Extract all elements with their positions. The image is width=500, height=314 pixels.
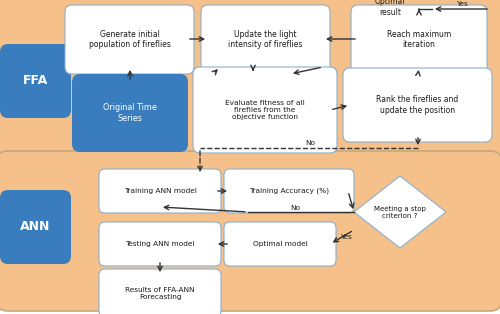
Text: Reach maximum
iteration: Reach maximum iteration — [387, 30, 451, 49]
Text: Original Time
Series: Original Time Series — [103, 103, 157, 123]
FancyBboxPatch shape — [0, 190, 71, 264]
FancyBboxPatch shape — [0, 44, 71, 118]
Text: Yes: Yes — [456, 1, 468, 7]
Text: No: No — [305, 140, 315, 146]
Text: Evaluate fitness of all
fireflies from the
objective function: Evaluate fitness of all fireflies from t… — [225, 100, 305, 120]
FancyBboxPatch shape — [99, 169, 221, 213]
Text: Optimal model: Optimal model — [252, 241, 308, 247]
FancyBboxPatch shape — [65, 5, 194, 74]
Text: Yes: Yes — [340, 234, 352, 240]
Text: Optimal
result: Optimal result — [375, 0, 405, 17]
FancyBboxPatch shape — [351, 5, 487, 74]
FancyBboxPatch shape — [224, 169, 354, 213]
Polygon shape — [354, 176, 446, 248]
Text: Testing ANN model: Testing ANN model — [125, 241, 195, 247]
Text: FFA: FFA — [22, 74, 48, 88]
FancyBboxPatch shape — [343, 68, 492, 142]
Text: Meeting a stop
criterion ?: Meeting a stop criterion ? — [374, 205, 426, 219]
FancyBboxPatch shape — [224, 222, 336, 266]
Text: Update the light
intensity of fireflies: Update the light intensity of fireflies — [228, 30, 302, 49]
FancyBboxPatch shape — [0, 151, 500, 311]
FancyBboxPatch shape — [193, 67, 337, 153]
FancyBboxPatch shape — [72, 74, 188, 152]
FancyBboxPatch shape — [0, 0, 500, 171]
Text: ANN: ANN — [20, 220, 50, 234]
Text: Training ANN model: Training ANN model — [124, 188, 196, 194]
Text: Results of FFA-ANN
Forecasting: Results of FFA-ANN Forecasting — [125, 286, 195, 300]
Text: Training Accuracy (%): Training Accuracy (%) — [249, 188, 329, 194]
Text: Rank the fireflies and
update the position: Rank the fireflies and update the positi… — [376, 95, 458, 115]
Text: Generate initial
population of fireflies: Generate initial population of fireflies — [88, 30, 170, 49]
Text: No: No — [290, 205, 300, 211]
FancyBboxPatch shape — [99, 269, 221, 314]
FancyBboxPatch shape — [99, 222, 221, 266]
FancyBboxPatch shape — [201, 5, 330, 74]
